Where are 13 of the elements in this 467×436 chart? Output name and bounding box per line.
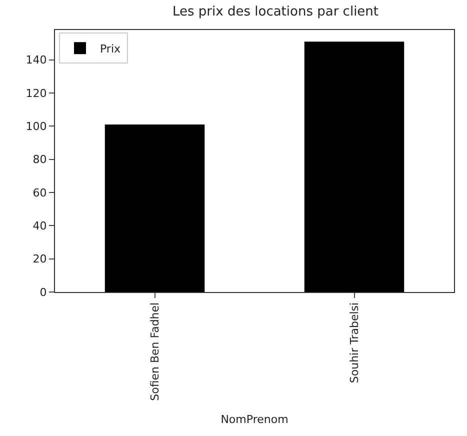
x-tick-label: Sofien Ben Fadhel: [148, 302, 162, 401]
y-tick-label: 120: [26, 86, 47, 100]
x-tick-label: Souhir Trabelsi: [348, 302, 361, 384]
legend-label: Prix: [100, 42, 122, 56]
y-tick-label: 80: [32, 153, 47, 166]
y-tick-label: 20: [32, 252, 47, 266]
chart-title: Les prix des locations par client: [172, 4, 379, 20]
x-axis-title: NomPrenom: [220, 413, 288, 426]
y-tick-label: 60: [32, 186, 47, 200]
y-tick-label: 40: [32, 220, 47, 233]
y-tick-label: 0: [40, 286, 47, 299]
y-tick-label: 140: [26, 54, 47, 67]
y-tick-label: 100: [26, 120, 47, 134]
